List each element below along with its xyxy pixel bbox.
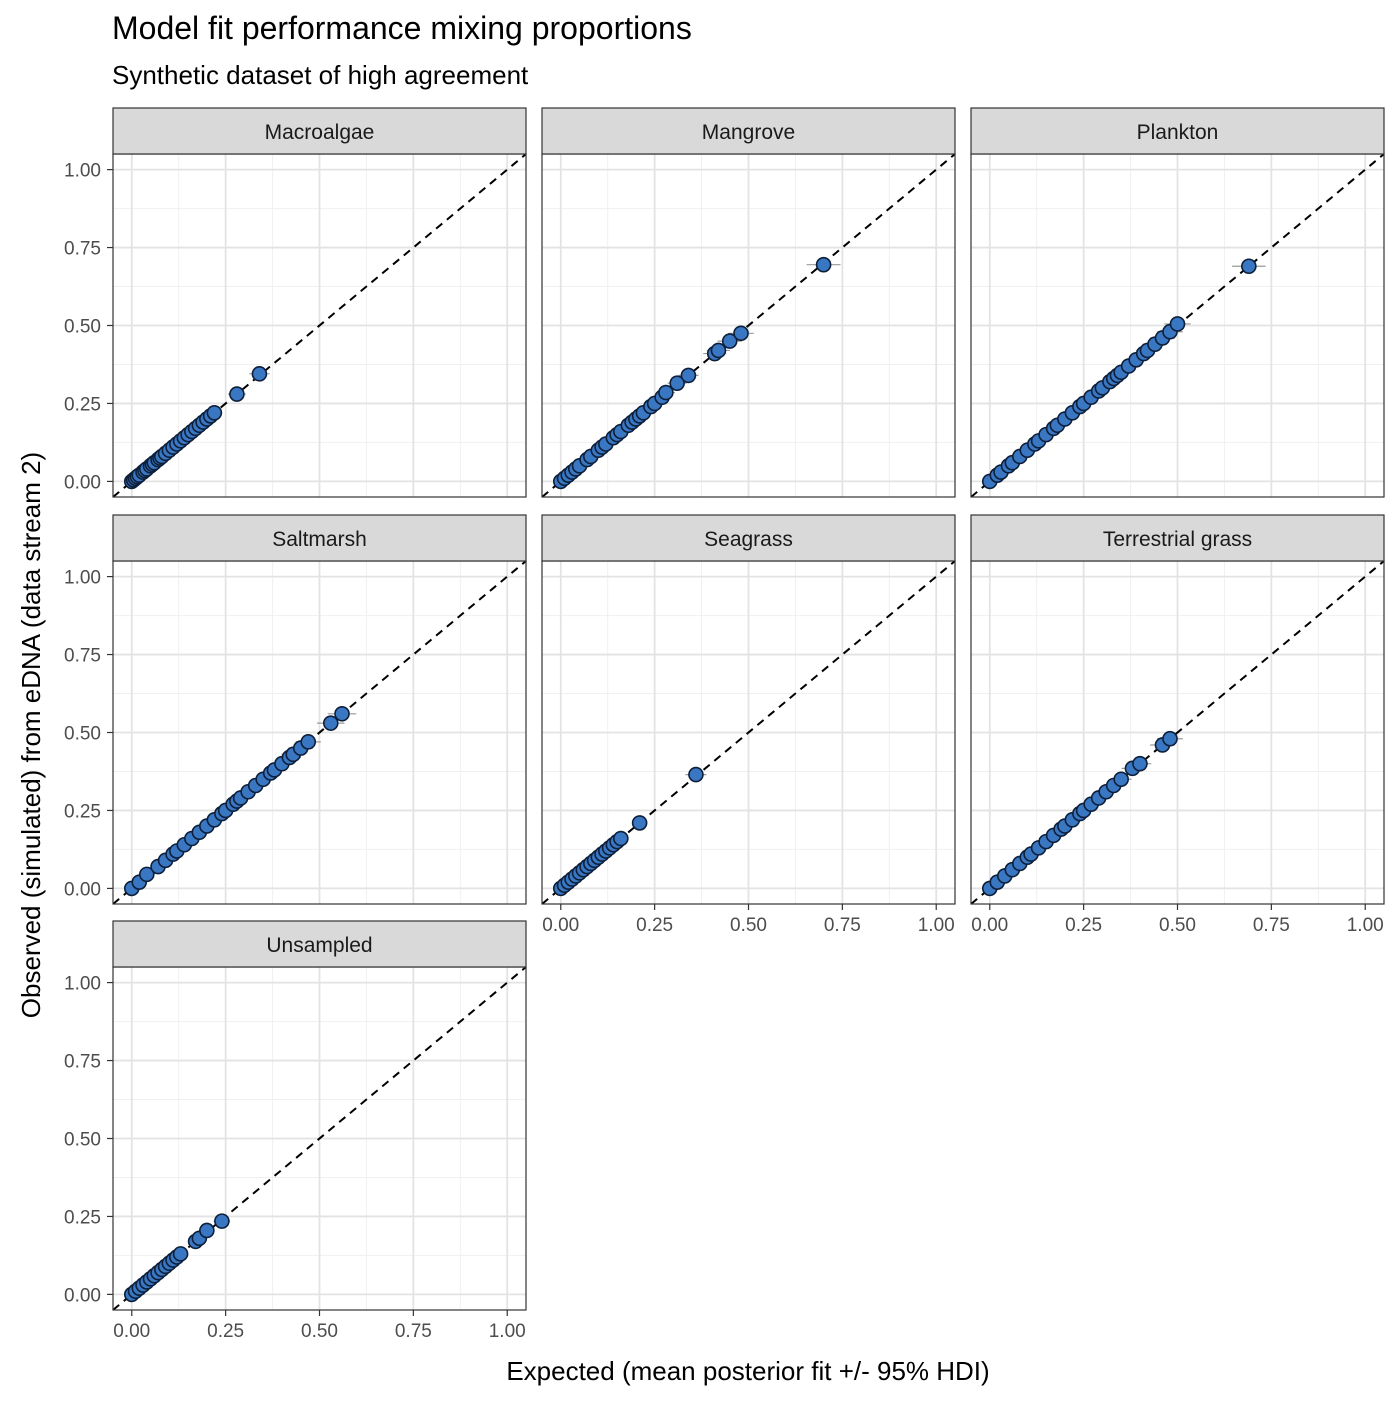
panel-macroalgae: Macroalgae 0.00 0.25 0.50 0.75 1.00 xyxy=(64,107,527,498)
data-point xyxy=(322,715,339,731)
y-tick-label: 0.50 xyxy=(64,317,101,338)
strip-label: Terrestrial grass xyxy=(1103,528,1252,551)
data-point xyxy=(300,734,317,750)
series-points xyxy=(552,766,707,897)
series-points xyxy=(981,258,1266,490)
chart-subtitle: Synthetic dataset of high agreement xyxy=(112,60,529,90)
panel-mangrove: Mangrove xyxy=(541,107,956,498)
data-point xyxy=(815,256,832,273)
y-tick-label: 0.25 xyxy=(64,1207,101,1228)
data-point xyxy=(1132,755,1148,772)
x-tick-label: 0.75 xyxy=(824,915,861,936)
x-tick-label: 1.00 xyxy=(918,915,955,936)
x-axis-label: Expected (mean posterior fit +/- 95% HDI… xyxy=(506,1356,989,1386)
y-tick-label: 0.50 xyxy=(64,724,101,745)
data-point xyxy=(733,325,749,342)
data-point xyxy=(613,830,629,847)
data-point xyxy=(1241,258,1257,275)
y-axis-label: Observed (simulated) from eDNA (data str… xyxy=(16,452,46,1018)
data-point xyxy=(1113,771,1129,788)
data-point xyxy=(334,705,350,722)
strip-background xyxy=(112,514,527,562)
x-tick-label: 0.75 xyxy=(1253,915,1290,936)
panel-plankton: Plankton xyxy=(970,107,1385,498)
y-tick-label: 0.75 xyxy=(64,646,101,667)
data-point xyxy=(688,766,704,783)
data-point xyxy=(631,815,648,831)
strip-background xyxy=(970,107,1385,155)
panel-terrestrial-grass: Terrestrial grass 0.00 0.25 0.50 0.75 1.00 xyxy=(970,514,1385,936)
y-tick-label: 1.00 xyxy=(64,161,101,182)
data-point xyxy=(229,386,245,402)
series-points xyxy=(552,256,841,490)
strip-background xyxy=(970,514,1385,562)
x-tick-label: 0.50 xyxy=(730,915,767,936)
data-point xyxy=(1162,730,1178,747)
y-tick-label: 0.00 xyxy=(64,472,101,493)
strip-background xyxy=(112,920,527,968)
chart-title: Model fit performance mixing proportions xyxy=(112,10,692,46)
strip-label: Unsampled xyxy=(266,934,372,957)
y-tick-label: 1.00 xyxy=(64,568,101,589)
y-tick-label: 0.75 xyxy=(64,1052,101,1073)
strip-label: Mangrove xyxy=(702,121,795,144)
y-tick-label: 1.00 xyxy=(64,974,101,995)
strip-label: Seagrass xyxy=(704,528,793,551)
x-tick-label: 0.25 xyxy=(636,915,673,936)
strip-label: Saltmarsh xyxy=(272,528,367,551)
x-tick-label: 0.00 xyxy=(971,915,1008,936)
data-point xyxy=(680,367,697,384)
panel-unsampled: Unsampled 0.00 0.25 0.50 0.75 1.00 0.00 0.25 0.5… xyxy=(64,920,527,1342)
y-tick-label: 0.50 xyxy=(64,1130,101,1151)
y-tick-label: 0.75 xyxy=(64,239,101,260)
data-point xyxy=(138,866,155,883)
x-tick-label: 1.00 xyxy=(489,1321,526,1342)
x-tick-label: 0.75 xyxy=(395,1321,432,1342)
data-point xyxy=(172,1246,189,1262)
data-point xyxy=(721,333,738,349)
panel-seagrass: Seagrass 0.00 0.25 0.50 0.75 1.00 xyxy=(541,514,956,936)
strip-label: Plankton xyxy=(1137,121,1219,144)
series-points xyxy=(981,730,1183,897)
strip-label: Macroalgae xyxy=(265,121,375,144)
strip-background xyxy=(541,107,956,155)
data-point xyxy=(710,342,727,359)
strip-background xyxy=(541,514,956,562)
data-point xyxy=(1169,316,1186,332)
series-points xyxy=(123,1213,231,1303)
data-point xyxy=(206,405,223,421)
y-tick-label: 0.25 xyxy=(64,801,101,822)
strip-background xyxy=(112,107,527,155)
series-points xyxy=(123,705,357,897)
data-point xyxy=(199,1222,215,1239)
y-tick-label: 0.00 xyxy=(64,1285,101,1306)
data-point xyxy=(658,384,674,401)
x-tick-label: 0.50 xyxy=(301,1321,338,1342)
panel-saltmarsh: Saltmarsh 0.00 0.25 0.50 0.75 1.00 xyxy=(64,514,527,905)
x-tick-label: 1.00 xyxy=(1347,915,1384,936)
data-point xyxy=(669,375,685,391)
data-point xyxy=(214,1213,230,1229)
x-tick-label: 0.50 xyxy=(1159,915,1196,936)
x-tick-label: 0.00 xyxy=(113,1321,150,1342)
x-tick-label: 0.25 xyxy=(1065,915,1102,936)
data-point xyxy=(251,366,268,382)
series-points xyxy=(123,366,270,490)
y-tick-label: 0.00 xyxy=(64,879,101,900)
x-tick-label: 0.25 xyxy=(207,1321,244,1342)
x-tick-label: 0.00 xyxy=(542,915,579,936)
y-tick-label: 0.25 xyxy=(64,394,101,415)
